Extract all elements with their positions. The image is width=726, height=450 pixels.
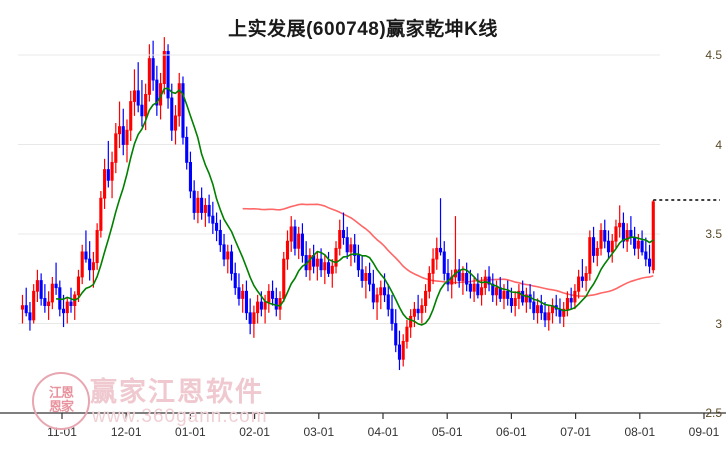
x-axis-tick-label: 04-01 (367, 425, 399, 439)
y-axis-tick-label: 3.5 (705, 227, 722, 241)
x-axis-tick-label: 11-01 (47, 425, 77, 439)
x-axis (0, 54, 726, 419)
x-axis-tick-label: 05-01 (431, 425, 463, 439)
x-axis-tick-label: 07-01 (560, 425, 591, 439)
candle-series (20, 37, 655, 371)
page-title: 上实发展(600748)赢家乾坤K线 (228, 19, 498, 40)
x-axis-tick-label: 01-01 (175, 425, 206, 439)
x-axis-tick-label: 12-01 (110, 425, 142, 439)
y-axis-tick-label: 4.5 (705, 48, 722, 62)
x-axis-tick-label: 02-01 (239, 425, 270, 439)
ma-short-line (55, 87, 654, 326)
y-axis-tick-label: 3 (715, 316, 722, 331)
x-axis-tick-label: 03-01 (303, 425, 335, 439)
x-axis-tick-label: 06-01 (496, 425, 527, 439)
y-axis-tick-label: 4 (715, 137, 722, 152)
x-axis-tick-label: 08-01 (624, 425, 656, 439)
x-axis-tick-label: 09-01 (688, 425, 720, 439)
y-axis-tick-label: 2.5 (705, 406, 722, 420)
